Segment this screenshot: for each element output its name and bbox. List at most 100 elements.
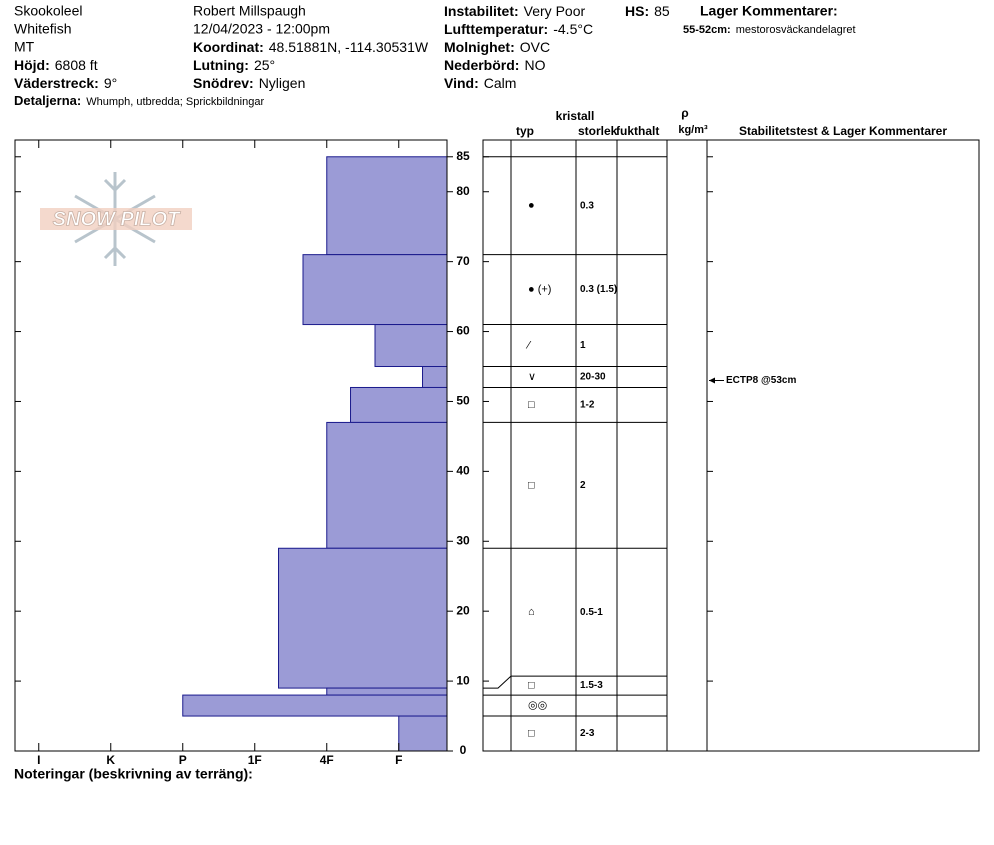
field-value: Whumph, utbredda; Sprickbildningar: [86, 96, 264, 108]
hardness-bar: [398, 715, 448, 752]
header-field: Väderstreck: 9°: [14, 75, 117, 91]
height-label: 70: [456, 254, 470, 268]
height-label: 50: [456, 394, 470, 408]
grain-type: ∨: [528, 371, 536, 383]
header-field: Molnighet: OVC: [444, 39, 550, 55]
logo-band: [40, 208, 192, 230]
hardness-bar: [374, 324, 448, 368]
test-label: ECTP8 @53cm: [726, 375, 796, 386]
header-field: Robert Millspaugh: [193, 3, 306, 19]
height-label: 85: [456, 149, 470, 163]
header-field: 12/04/2023 - 12:00pm: [193, 21, 330, 37]
header-field: MT: [14, 39, 35, 55]
header-field: Vind: Calm: [444, 75, 516, 91]
grain-size: 1-2: [580, 400, 595, 411]
field-label: Instabilitet:: [444, 3, 519, 19]
header-field: Instabilitet: Very Poor: [444, 3, 585, 19]
field-value: Very Poor: [524, 3, 586, 19]
height-label: 0: [460, 743, 467, 757]
field-value: Nyligen: [259, 75, 306, 91]
field-label: Höjd:: [14, 57, 50, 73]
hardness-label: F: [395, 753, 402, 767]
grain-type: ⁄: [525, 339, 532, 351]
header-field: Whitefish: [14, 21, 72, 37]
height-label: 60: [456, 324, 470, 338]
logo-text: SNOW PILOT: [53, 208, 181, 230]
grain-type: ◎◎: [528, 699, 547, 711]
header-field: Koordinat: 48.51881N, -114.30531W: [193, 39, 429, 55]
table-header: kg/m³: [678, 124, 708, 136]
header-field: Höjd: 6808 ft: [14, 57, 98, 73]
hardness-label: I: [37, 753, 40, 767]
grain-type: ●: [528, 200, 535, 212]
layer-connector: [483, 675, 667, 689]
grain-type: □: [528, 679, 535, 691]
table-header: typ: [516, 124, 534, 138]
field-label: Vind:: [444, 75, 479, 91]
hardness-label: 4F: [320, 753, 334, 767]
layer-comments-title: Lager Kommentarer:: [700, 3, 838, 19]
header-field: Lufttemperatur: -4.5°C: [444, 21, 593, 37]
field-value: 9°: [104, 75, 117, 91]
field-label: 55-52cm:: [683, 24, 731, 36]
plot-frame: [14, 139, 448, 752]
header-field: Lutning: 25°: [193, 57, 275, 73]
grain-size: 2: [580, 480, 586, 491]
field-value: NO: [524, 57, 545, 73]
field-label: Molnighet:: [444, 39, 515, 55]
grain-size: 0.5-1: [580, 607, 603, 618]
grain-type: □: [528, 479, 535, 491]
grain-size: 1.5-3: [580, 680, 603, 691]
hardness-bar: [182, 694, 448, 717]
grain-type: ● (+): [528, 284, 551, 296]
field-label: HS:: [625, 3, 649, 19]
hardness-bar: [326, 421, 448, 549]
grain-type: □: [528, 399, 535, 411]
field-label: Väderstreck:: [14, 75, 99, 91]
hardness-bar: [350, 386, 448, 423]
grain-size: 20-30: [580, 372, 606, 383]
grain-size: 0.3 (1.5): [580, 284, 617, 295]
header-field: Detaljerna: Whumph, utbredda; Sprickbildn…: [14, 93, 264, 108]
table-header: Stabilitetstest & Lager Kommentarer: [739, 124, 947, 138]
field-label: Snödrev:: [193, 75, 254, 91]
field-label: Detaljerna:: [14, 93, 81, 108]
field-value: OVC: [520, 39, 550, 55]
hardness-bar: [278, 547, 448, 689]
field-label: Lutning:: [193, 57, 249, 73]
hardness-bar: [302, 254, 448, 326]
field-value: 48.51881N, -114.30531W: [269, 39, 429, 55]
grain-size: 2-3: [580, 728, 595, 739]
hardness-bar: [422, 366, 448, 388]
field-value: mestorosväckandelagret: [736, 24, 856, 36]
field-label: Koordinat:: [193, 39, 264, 55]
hardness-label: K: [106, 753, 115, 767]
test-arrowhead: [709, 377, 715, 384]
table-header: fukthalt: [616, 124, 659, 138]
field-value: 85: [654, 3, 670, 19]
field-value: 6808 ft: [55, 57, 98, 73]
field-value: -4.5°C: [553, 21, 593, 37]
header-field: 55-52cm: mestorosväckandelagret: [683, 24, 856, 36]
header-field: HS: 85: [625, 3, 670, 19]
hardness-bar: [326, 156, 448, 256]
header-field: Snödrev: Nyligen: [193, 75, 305, 91]
table-header: ρ: [681, 106, 688, 120]
height-label: 10: [456, 673, 470, 687]
height-label: 30: [456, 533, 470, 547]
hardness-label: P: [179, 753, 187, 767]
table-header: kristall: [556, 109, 595, 123]
grain-size: 0.3: [580, 200, 594, 211]
footer: Noteringar (beskrivning av terräng):: [14, 766, 253, 782]
table-frame: [482, 139, 980, 752]
hardness-bar: [326, 687, 448, 696]
header-field: Nederbörd: NO: [444, 57, 546, 73]
grain-type: □: [528, 727, 535, 739]
grain-type: ⌂: [528, 606, 535, 618]
height-label: 20: [456, 603, 470, 617]
height-label: 40: [456, 464, 470, 478]
field-label: Nederbörd:: [444, 57, 519, 73]
hardness-label: 1F: [248, 753, 262, 767]
grain-size: 1: [580, 340, 586, 351]
